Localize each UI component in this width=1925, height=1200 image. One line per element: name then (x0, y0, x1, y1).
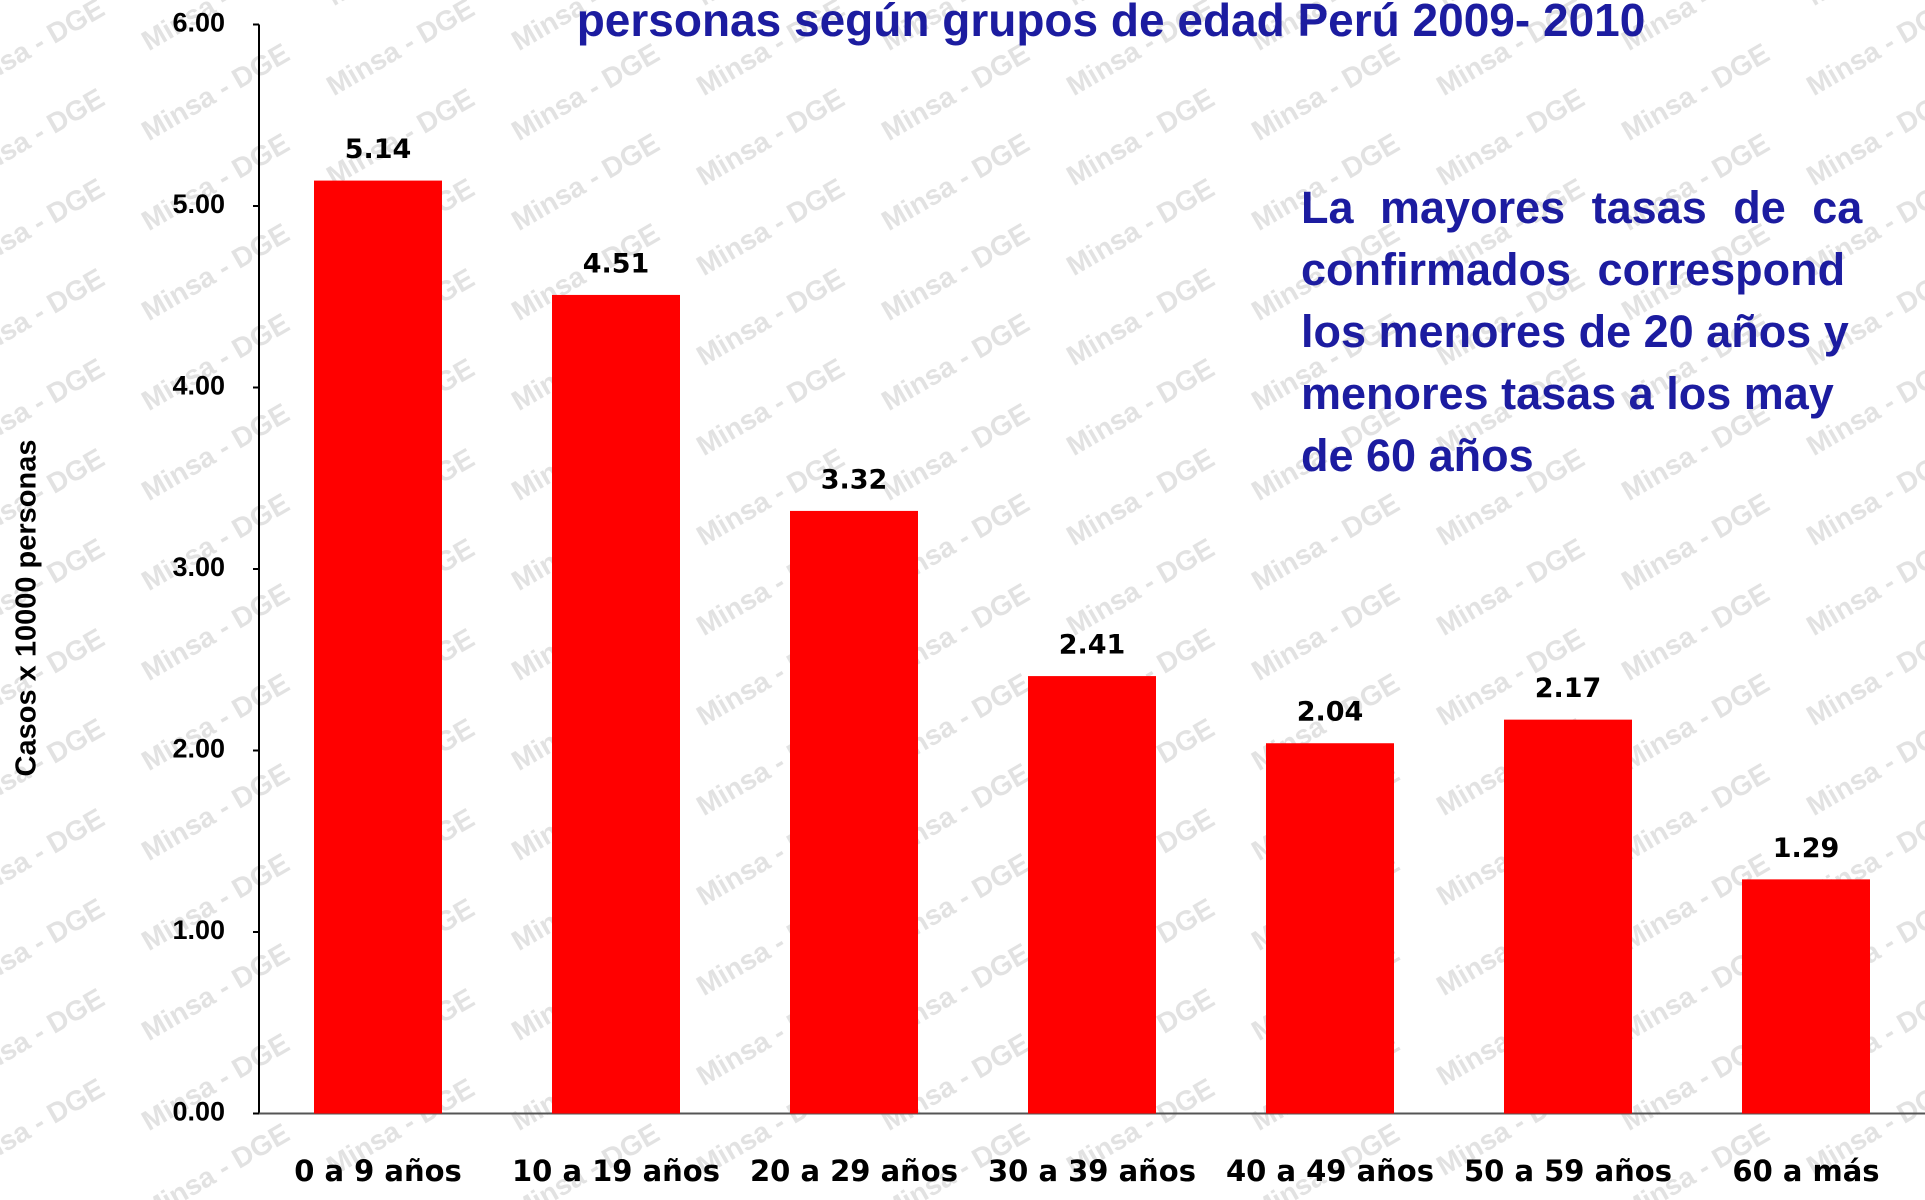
watermark: Minsa - DGE (506, 37, 664, 146)
watermark: Minsa - DGE (691, 82, 849, 191)
watermark: Minsa - DGE (1246, 37, 1404, 146)
watermark: Minsa - DGE (136, 127, 294, 236)
data-label: 2.04 (1297, 697, 1364, 728)
annotation: confirmados correspond (1301, 244, 1845, 295)
data-label: 5.14 (345, 134, 412, 165)
watermark: Minsa - DGE (1616, 577, 1774, 686)
watermark: Minsa - DGE (136, 757, 294, 866)
watermark: Minsa - DGE (1801, 0, 1925, 102)
watermark: Minsa - DGE (1616, 757, 1774, 866)
watermark: Minsa - DGE (1616, 37, 1774, 146)
x-tick-label: 20 a 29 años (750, 1154, 958, 1188)
y-tick-label: 3.00 (172, 552, 225, 582)
data-label: 2.17 (1535, 673, 1602, 704)
watermark: Minsa - DGE (876, 127, 1034, 236)
watermark: Minsa - DGE (876, 37, 1034, 146)
data-label: 1.29 (1773, 833, 1840, 864)
y-tick-label: 1.00 (172, 915, 225, 945)
watermark: Minsa - DGE (136, 37, 294, 146)
bar (1742, 879, 1870, 1114)
x-tick-label: 40 a 49 años (1226, 1154, 1434, 1188)
watermark: Minsa - DGE (876, 397, 1034, 506)
bar (552, 294, 680, 1114)
y-axis-label: Casos x 10000 personas (11, 440, 43, 777)
watermark: Minsa - DGE (1616, 667, 1774, 776)
annotation: La mayores tasas de ca (1301, 182, 1863, 233)
watermark: Minsa - DGE (1061, 442, 1219, 551)
watermark: Minsa - DGE (691, 262, 849, 371)
bar (1028, 676, 1156, 1114)
watermark: Minsa - DGE (1431, 82, 1589, 191)
annotation: de 60 años (1301, 430, 1534, 481)
bar (1504, 719, 1632, 1114)
bar (314, 180, 442, 1114)
data-label: 3.32 (821, 464, 888, 495)
watermark: Minsa - DGE (1061, 532, 1219, 641)
y-tick-label: 2.00 (172, 734, 225, 764)
watermark: Minsa - DGE (0, 1072, 110, 1181)
annotation: menores tasas a los may (1301, 368, 1834, 419)
watermark: Minsa - DGE (1801, 0, 1925, 12)
chart-title: personas según grupos de edad Perú 2009-… (577, 0, 1646, 46)
bar (790, 510, 918, 1114)
x-tick-label: 0 a 9 años (294, 1154, 462, 1188)
annotation: los menores de 20 años y (1301, 306, 1849, 357)
watermark: Minsa - DGE (1061, 172, 1219, 281)
watermark: Minsa - DGE (1061, 82, 1219, 191)
watermark: Minsa - DGE (506, 127, 664, 236)
x-tick-label: 50 a 59 años (1464, 1154, 1672, 1188)
y-tick-label: 5.00 (172, 189, 225, 219)
watermark: Minsa - DGE (136, 217, 294, 326)
bar (1266, 743, 1394, 1114)
y-tick-label: 6.00 (172, 8, 225, 38)
watermark: Minsa - DGE (691, 172, 849, 281)
watermark: Minsa - DGE (1431, 532, 1589, 641)
watermark: Minsa - DGE (136, 937, 294, 1046)
watermark: Minsa - DGE (1246, 577, 1404, 686)
watermark: Minsa - DGE (876, 217, 1034, 326)
watermark: Minsa - DGE (1616, 487, 1774, 596)
watermark: Minsa - DGE (1061, 352, 1219, 461)
watermark: Minsa - DGE (876, 307, 1034, 416)
data-label: 4.51 (583, 248, 650, 279)
data-label: 2.41 (1059, 630, 1126, 661)
y-tick-label: 4.00 (172, 371, 225, 401)
x-tick-label: 10 a 19 años (512, 1154, 720, 1188)
watermark: Minsa - DGE (691, 352, 849, 461)
x-tick-label: 30 a 39 años (988, 1154, 1196, 1188)
x-tick-label: 60 a más (1732, 1154, 1879, 1188)
watermark: Minsa - DGE (136, 577, 294, 686)
watermark: Minsa - DGE (1246, 487, 1404, 596)
watermark: Minsa - DGE (136, 397, 294, 506)
y-tick-label: 0.00 (172, 1097, 225, 1127)
watermark: Minsa - DGE (1061, 262, 1219, 371)
